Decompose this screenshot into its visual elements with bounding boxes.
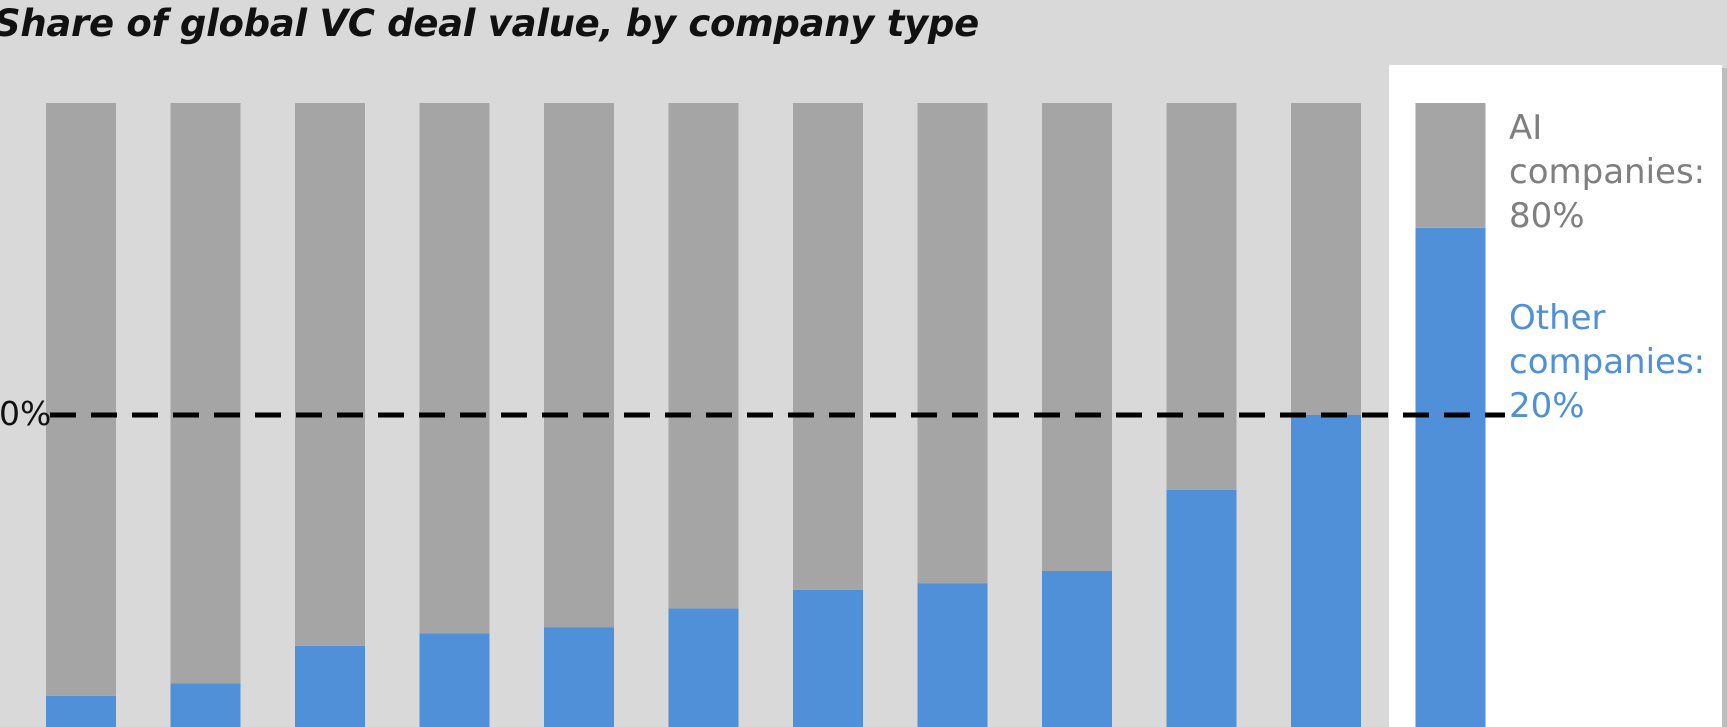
bar-other-9 [1042, 103, 1112, 571]
bar-other-8 [917, 103, 988, 584]
reference-line-label: 50% [0, 394, 52, 433]
bar-other-11 [1291, 103, 1361, 415]
bar-other-4 [419, 103, 490, 634]
bar-ai-7 [793, 589, 863, 727]
bar-ai-3 [295, 645, 365, 727]
bar-ai-12 [1415, 227, 1486, 727]
bar-ai-8 [917, 583, 988, 727]
bar-ai-5 [544, 627, 614, 727]
chart-title: Share of global VC deal value, by compan… [0, 2, 979, 45]
bar-other-12 [1415, 103, 1486, 228]
bar-other-10 [1166, 103, 1237, 490]
bar-ai-4 [419, 633, 490, 727]
bar-other-7 [793, 103, 863, 590]
bar-other-5 [544, 103, 614, 628]
bar-other-6 [668, 103, 739, 609]
legend-ai-companies: Other companies: 20% [1509, 298, 1706, 426]
bar-ai-1 [46, 695, 116, 727]
bar-ai-2 [170, 683, 241, 727]
bar-ai-10 [1166, 489, 1237, 727]
bar-other-2 [170, 103, 241, 684]
legend-other-companies: AI companies: 80% [1509, 108, 1706, 236]
bar-ai-6 [668, 608, 739, 727]
bar-other-3 [295, 103, 365, 646]
bar-other-1 [46, 103, 116, 696]
bar-ai-9 [1042, 571, 1112, 727]
bar-ai-11 [1291, 415, 1361, 727]
